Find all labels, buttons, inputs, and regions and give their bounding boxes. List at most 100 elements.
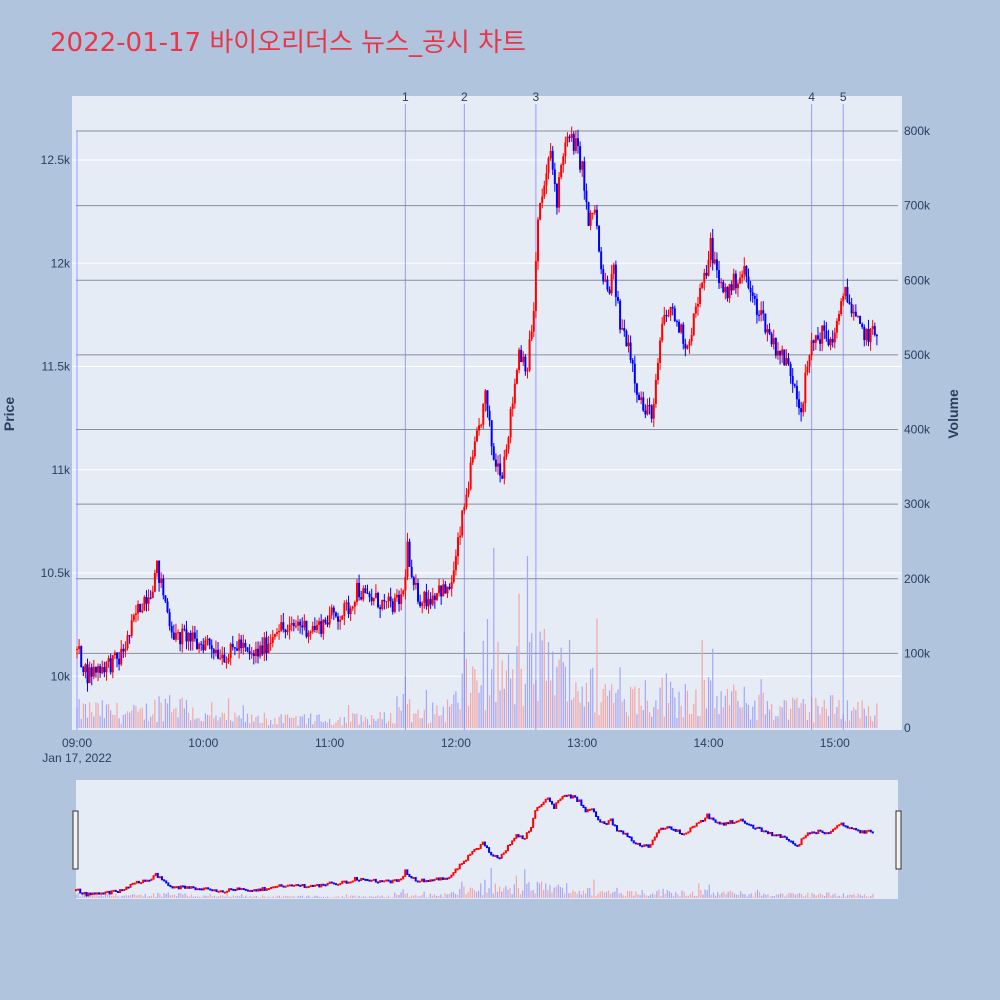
event-marker-label: 5 [840, 90, 847, 104]
slider-candle [687, 831, 690, 834]
slider-volume-bar [612, 892, 614, 898]
candle-body [574, 138, 577, 151]
candle-body [278, 630, 281, 633]
volume-bar [371, 715, 373, 728]
slider-candle [725, 822, 728, 826]
slider-candle [295, 884, 298, 887]
volume-bar [329, 718, 331, 728]
candle-body [614, 264, 617, 297]
slider-candle [488, 847, 491, 853]
volume-bar [324, 720, 326, 728]
slider-volume-bar [618, 893, 620, 898]
volume-bar [611, 684, 613, 728]
slider-candle [850, 827, 853, 830]
slider-candle [425, 879, 428, 883]
candle-body [562, 156, 565, 166]
slider-volume-bar [633, 895, 635, 898]
slider-candle [225, 890, 228, 893]
slider-volume-bar [303, 897, 306, 898]
slider-candle [467, 854, 470, 861]
slider-candle [129, 883, 132, 888]
volume-bar [194, 719, 196, 728]
candle-body [850, 304, 853, 314]
slider-candle [205, 887, 208, 890]
slider-volume-bar [668, 891, 671, 898]
x-tick-label: 15:00 [820, 736, 850, 750]
candle-body [787, 358, 790, 364]
range-slider-handle-right[interactable] [895, 810, 902, 870]
slider-candle [605, 823, 608, 826]
candle-body [545, 173, 548, 186]
slider-volume-bar [557, 884, 559, 898]
candle-body [475, 430, 478, 442]
slider-volume-bar [543, 890, 545, 898]
slider-volume-bar [826, 892, 828, 898]
slider-candle [628, 836, 631, 839]
candle-body [534, 261, 537, 311]
slider-candle [202, 887, 205, 891]
slider-candle [150, 878, 153, 881]
candle-body [671, 306, 674, 309]
volume-bar [682, 717, 684, 728]
candle-body [305, 620, 308, 637]
volume-bar [124, 713, 127, 728]
slider-volume-bar [587, 888, 589, 898]
slider-candle [305, 886, 308, 889]
slider-candle [645, 844, 648, 847]
slider-candle [733, 821, 736, 824]
slider-volume-bar [805, 895, 807, 898]
slider-candle [335, 883, 338, 886]
slider-volume-bar [622, 895, 624, 898]
volume-bar [716, 696, 718, 728]
slider-candle [370, 879, 373, 882]
candle-body [669, 306, 672, 316]
slider-volume-bar [100, 893, 102, 898]
slider-volume-bar [729, 890, 731, 898]
range-slider[interactable] [76, 780, 898, 899]
slider-volume-bar [150, 895, 153, 898]
slider-candle [697, 821, 700, 824]
candle-body [869, 328, 872, 342]
slider-volume-bar [222, 895, 224, 898]
slider-candle [351, 880, 354, 883]
volume-bar [196, 718, 198, 728]
slider-volume-bar [658, 889, 660, 898]
candle-body [391, 601, 394, 612]
candle-body [587, 202, 590, 226]
slider-candle [364, 878, 367, 881]
slider-volume-bar [308, 895, 310, 898]
candle-body [343, 603, 346, 616]
volume-bar [255, 717, 257, 728]
volume-bar [533, 684, 535, 728]
volume-bar [286, 714, 289, 728]
candle-body [107, 658, 110, 662]
range-slider-handle-left[interactable] [72, 810, 79, 870]
volume-bar [457, 702, 459, 728]
candle-body [768, 329, 771, 334]
slider-candle [355, 877, 358, 881]
slider-candle [777, 834, 780, 837]
volume-bar [419, 718, 421, 728]
volume-bar [747, 704, 750, 728]
volume-bar [834, 713, 836, 728]
slider-volume-bar [291, 896, 293, 898]
candle-body [355, 582, 358, 602]
slider-candle [414, 877, 417, 882]
slider-candle [852, 827, 855, 830]
slider-candle [737, 820, 740, 823]
candle-body [92, 666, 95, 677]
volume-bar [181, 697, 183, 728]
slider-volume-bar [113, 895, 115, 898]
slider-candle [404, 869, 407, 877]
candle-body [366, 592, 369, 594]
volume-bar [411, 722, 413, 728]
slider-candle [739, 818, 742, 822]
volume-bar [836, 706, 838, 728]
slider-volume-bar [152, 893, 155, 898]
volume-bar [600, 701, 602, 728]
candle-body [629, 342, 632, 361]
slider-volume-bar [217, 896, 220, 898]
candle-body [141, 610, 144, 612]
slider-volume-bar [368, 895, 371, 898]
